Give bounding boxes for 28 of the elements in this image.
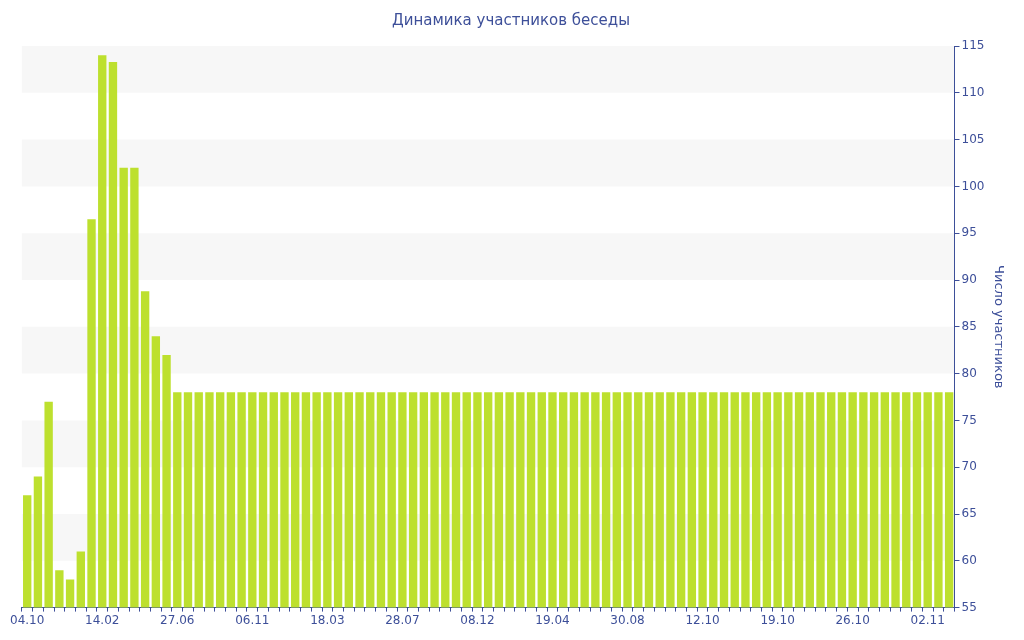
x-tick-label: 27.06 <box>160 612 195 627</box>
x-tick-label: 08.12 <box>460 612 495 627</box>
y-tick-label: 70 <box>961 459 977 474</box>
x-tick-label: 04.10 <box>10 612 45 627</box>
y-tick-label: 80 <box>961 365 977 380</box>
y-tick-label: 110 <box>961 84 985 99</box>
y-tick-label: 90 <box>961 272 977 287</box>
x-tick-label: 02.11 <box>910 612 945 627</box>
x-tick-label: 06.11 <box>235 612 270 627</box>
x-tick-label: 18.03 <box>310 612 345 627</box>
x-tick-label: 19.10 <box>760 612 795 627</box>
x-tick-label: 19.04 <box>535 612 570 627</box>
x-tick-label: 26.10 <box>835 612 870 627</box>
y-tick-label: 55 <box>961 599 977 614</box>
y-tick-label: 105 <box>961 131 985 146</box>
x-tick-label: 30.08 <box>610 612 645 627</box>
x-tick-label: 28.07 <box>385 612 420 627</box>
y-axis-title: Число участников <box>991 265 1007 389</box>
y-tick-label: 95 <box>961 225 977 240</box>
y-tick-label: 100 <box>961 178 985 193</box>
y-tick-label: 65 <box>961 506 977 521</box>
y-tick-label: 115 <box>961 38 985 53</box>
y-tick-label: 60 <box>961 552 977 567</box>
chart-title: Динамика участников беседы <box>391 10 631 29</box>
y-tick-label: 75 <box>961 412 977 427</box>
x-tick-label: 12.10 <box>685 612 720 627</box>
y-tick-label: 85 <box>961 318 977 333</box>
x-tick-label: 14.02 <box>85 612 120 627</box>
